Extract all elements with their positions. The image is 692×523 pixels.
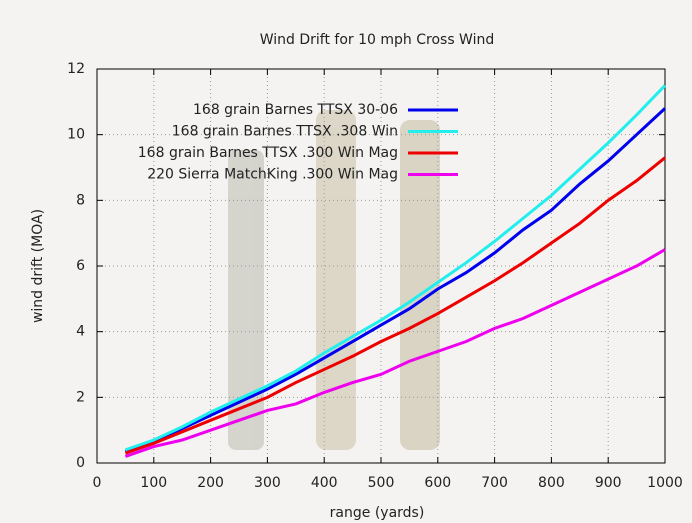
x-tick-label: 600 [424,475,451,491]
series-line [124,248,666,458]
y-tick-label: 8 [76,192,85,208]
x-tick-label: 700 [481,475,508,491]
x-tick-label: 500 [368,475,395,491]
background-photo [228,110,440,450]
y-tick-label: 12 [67,61,85,77]
y-tick-label: 6 [76,258,85,274]
x-tick-label: 100 [140,475,167,491]
series-line [124,156,666,455]
x-tick-label: 300 [254,475,281,491]
legend-label: 220 Sierra MatchKing .300 Win Mag [147,167,398,183]
x-axis-label: range (yards) [330,505,425,521]
y-tick-label: 4 [76,324,85,340]
y-tick-label: 10 [67,127,85,143]
legend-label: 168 grain Barnes TTSX 30-06 [193,102,398,118]
x-tick-label: 900 [595,475,622,491]
x-tick-label: 800 [538,475,565,491]
y-tick-label: 0 [76,455,85,471]
x-tick-label: 1000 [647,475,683,491]
x-tick-label: 200 [197,475,224,491]
y-axis-label: wind drift (MOA) [30,209,46,323]
series-line [124,84,667,452]
chart-title: Wind Drift for 10 mph Cross Wind [260,32,495,48]
y-tick-label: 2 [76,389,85,405]
x-tick-label: 400 [311,475,338,491]
plot-frame [96,68,666,464]
series-line [124,107,667,453]
legend-label: 168 grain Barnes TTSX .300 Win Mag [138,145,398,161]
legend-label: 168 grain Barnes TTSX .308 Win [172,124,398,140]
x-tick-label: 0 [93,475,102,491]
